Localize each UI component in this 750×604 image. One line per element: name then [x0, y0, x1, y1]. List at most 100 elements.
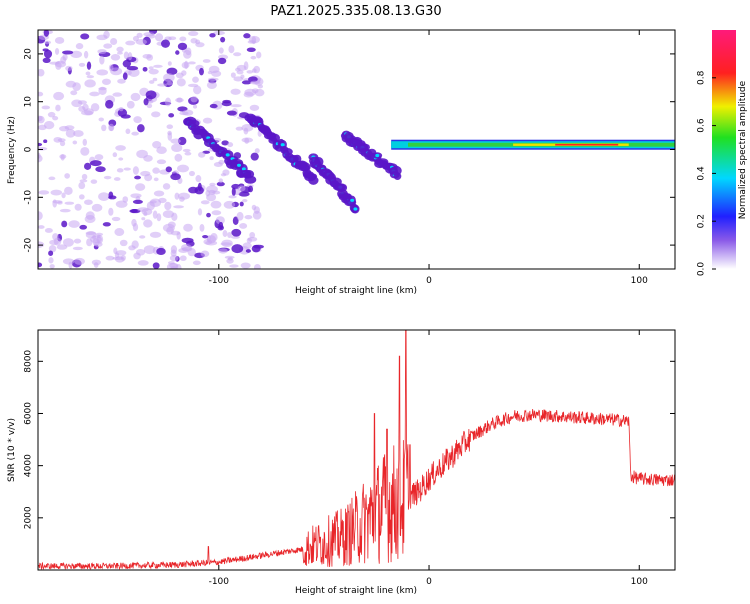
spectrogram-noise-blob	[209, 103, 218, 109]
spectrogram-ytick-label: 0	[24, 146, 34, 152]
spectrogram-track-blob	[293, 154, 302, 164]
spectrogram-noise-blob	[243, 127, 249, 135]
spectrogram-noise-blob	[64, 186, 73, 196]
spectrogram-noise-blob	[233, 52, 242, 57]
spectrogram-noise-blob	[143, 98, 149, 106]
spectrogram-noise-blob	[131, 131, 139, 136]
spectrogram-noise-blob	[156, 146, 167, 155]
spectrogram-noise-blob	[84, 199, 93, 205]
spectrogram-noise-blob	[38, 225, 45, 229]
spectrogram-xtick-label: -100	[209, 276, 230, 286]
spectrogram-noise-blob	[146, 54, 154, 61]
colorbar-tick-label: 0.4	[697, 166, 707, 181]
spectrogram-noise-blob	[90, 179, 98, 184]
spectrogram-noise-blob	[43, 49, 53, 59]
spectrogram-noise-blob	[231, 244, 244, 254]
spectrogram-noise-blob	[38, 91, 44, 97]
snr-ytick-label: 2000	[24, 506, 34, 529]
spectrogram-noise-blob	[164, 97, 172, 107]
snr-frame	[37, 329, 676, 571]
spectrogram-noise-blob	[49, 264, 55, 269]
spectrogram-noise-blob	[199, 67, 204, 76]
spectrogram-noise-blob	[174, 153, 183, 162]
spectrogram-noise-blob	[158, 197, 167, 204]
spectrogram-ytick-label: -20	[24, 237, 34, 252]
spectrogram-noise-blob	[98, 192, 110, 201]
spectrogram-noise-blob	[83, 50, 89, 59]
spectrogram-noise-blob	[71, 99, 83, 108]
colorbar-tick-label: 0.8	[697, 70, 707, 85]
spectrogram-noise-blob	[236, 211, 244, 221]
spectrogram-noise-blob	[151, 111, 161, 118]
colorbar-tick-label: 0.6	[697, 118, 707, 133]
spectrogram-noise-blob	[126, 100, 135, 109]
spectrogram-noise-blob	[84, 79, 96, 88]
spectrogram-noise-blob	[42, 48, 49, 52]
spectrogram-noise-blob	[125, 40, 136, 46]
spectrogram-noise-blob	[38, 68, 45, 77]
spectrogram-noise-blob	[72, 246, 83, 251]
spectrogram-noise-blob	[72, 82, 81, 91]
spectrogram-noise-blob	[230, 104, 242, 108]
spectrogram-noise-blob	[218, 221, 224, 230]
spectrogram-noise-blob	[133, 116, 142, 124]
spectrogram-noise-blob	[132, 35, 139, 42]
spectrogram-noise-blob	[198, 151, 206, 158]
spectrogram-noise-blob	[227, 256, 233, 261]
spectrogram-noise-blob	[70, 50, 83, 59]
spectrogram-noise-blob	[169, 254, 179, 262]
spectrogram-noise-blob	[246, 47, 256, 52]
spectrogram-noise-blob	[221, 101, 232, 107]
spectrogram-noise-blob	[99, 55, 105, 65]
spectrogram-noise-blob	[152, 77, 158, 82]
spectrogram-noise-blob	[115, 145, 126, 151]
spectrogram-noise-blob	[153, 177, 159, 182]
spectrogram-noise-blob	[179, 111, 189, 116]
spectrogram-noise-blob	[132, 166, 139, 175]
spectrogram-track-blob	[269, 133, 281, 143]
spectrogram-track-peak	[350, 198, 355, 202]
spectrogram-noise-blob	[43, 139, 48, 144]
spectrogram-ytick-label: 10	[24, 96, 34, 108]
spectrogram-noise-blob	[200, 200, 210, 205]
spectrogram-noise-blob	[44, 227, 53, 233]
spectrogram-noise-blob	[177, 42, 188, 51]
spectrogram-noise-blob	[249, 104, 260, 111]
spectrogram-noise-blob	[118, 157, 124, 161]
spectrogram-noise-blob	[64, 173, 70, 179]
spectrogram-noise-blob	[152, 210, 158, 219]
spectrogram-noise-blob	[152, 262, 160, 269]
colorbar-label: Normalized spectral amplitude	[738, 80, 748, 219]
spectrogram-noise-blob	[135, 248, 146, 256]
spectrogram-noise-blob	[253, 264, 261, 269]
spectrogram-noise-blob	[211, 210, 222, 216]
spectrogram-noise-blob	[167, 61, 172, 66]
spectrogram-noise-blob	[108, 207, 114, 216]
spectrogram-noise-blob	[152, 141, 162, 149]
spectrogram-noise-blob	[85, 71, 91, 76]
spectrogram-noise-blob	[174, 192, 180, 200]
spectrogram-noise-blob	[235, 126, 243, 131]
spectrogram-noise-blob	[114, 228, 125, 237]
spectrogram-noise-blob	[222, 230, 228, 238]
spectrogram-noise-blob	[84, 162, 92, 171]
spectrogram-noise-blob	[59, 208, 71, 213]
spectrogram-noise-blob	[80, 147, 90, 156]
spectrogram-noise-blob	[202, 234, 209, 239]
spectrogram-track-peak	[280, 143, 285, 147]
spectrogram-xtick-label: 100	[631, 276, 648, 286]
snr-axes: -100 0 100 2000 4000 6000 8000	[24, 330, 675, 587]
spectrogram-noise-blob	[206, 212, 211, 218]
spectrogram-noise-blob	[195, 175, 202, 183]
spectrogram-noise-blob	[91, 203, 103, 212]
spectrogram-noise-blob	[82, 138, 88, 146]
spectrogram-xtick-label: 0	[426, 276, 432, 286]
spectrogram-noise-blob	[117, 51, 123, 55]
spectrogram-noise-blob	[218, 159, 225, 165]
spectrogram-noise-blob	[156, 159, 167, 165]
spectrogram-noise-blob	[243, 33, 251, 39]
spectrogram-noise-blob	[81, 110, 93, 116]
spectrogram-track-blob	[308, 176, 319, 185]
spectrogram-noise-blob	[170, 138, 181, 144]
